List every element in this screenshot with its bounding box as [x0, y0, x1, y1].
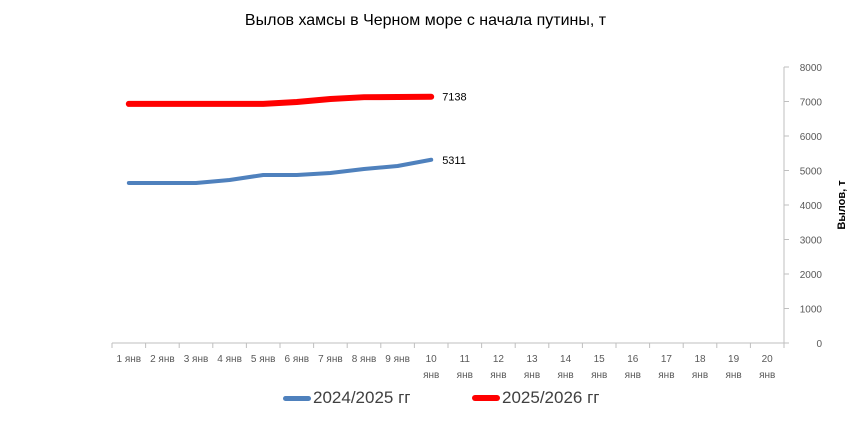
y-tick-label: 6000	[800, 132, 823, 143]
legend-item-2024-2025: 2024/2025 гг	[283, 388, 410, 408]
x-tick-label: янв	[658, 370, 674, 381]
y-tick-label: 1000	[800, 305, 823, 316]
x-tick-label: янв	[759, 370, 775, 381]
y-tick-label: 0	[816, 339, 822, 350]
legend-swatch-red	[472, 395, 500, 401]
x-tick-label: 3 янв	[184, 354, 209, 365]
series-line-1	[125, 93, 435, 107]
x-tick-label: 17	[661, 354, 673, 365]
x-tick-label: янв	[524, 370, 540, 381]
y-tick-label: 8000	[800, 63, 823, 74]
legend-item-2025-2026: 2025/2026 гг	[472, 388, 599, 408]
x-tick-label: 16	[627, 354, 639, 365]
x-tick-label: 9 янв	[385, 354, 410, 365]
x-tick-label: 4 янв	[217, 354, 242, 365]
x-tick-label: янв	[423, 370, 439, 381]
legend-swatch-blue	[283, 395, 311, 401]
x-tick-label: 2 янв	[150, 354, 175, 365]
x-tick-label: янв	[457, 370, 473, 381]
legend-label: 2024/2025 гг	[313, 388, 411, 407]
x-tick-label: 1 янв	[117, 354, 142, 365]
x-tick-label: 15	[594, 354, 606, 365]
x-tick-label: 13	[526, 354, 538, 365]
data-label: 7138	[442, 92, 466, 104]
x-tick-label: 5 янв	[251, 354, 276, 365]
x-tick-label: янв	[557, 370, 573, 381]
x-tick-label: 20	[762, 354, 774, 365]
data-label: 5311	[442, 155, 466, 167]
x-tick-label: 14	[560, 354, 572, 365]
x-tick-label: 10	[426, 354, 438, 365]
x-tick-label: янв	[692, 370, 708, 381]
x-tick-label: 18	[694, 354, 706, 365]
y-tick-label: 2000	[800, 270, 823, 281]
x-tick-label: 8 янв	[352, 354, 377, 365]
x-tick-label: 6 янв	[285, 354, 310, 365]
x-tick-label: 7 янв	[318, 354, 343, 365]
y-tick-label: 3000	[800, 236, 823, 247]
y-tick-label: 7000	[800, 98, 823, 109]
x-tick-label: 11	[460, 354, 471, 365]
x-tick-label: янв	[490, 370, 506, 381]
x-tick-label: 19	[728, 354, 740, 365]
y-tick-label: 4000	[800, 201, 823, 212]
y-tick-label: 5000	[800, 167, 823, 178]
x-tick-label: 12	[493, 354, 505, 365]
x-tick-label: янв	[591, 370, 607, 381]
x-tick-label: янв	[725, 370, 741, 381]
chart-title: Вылов хамсы в Черном море с начала путин…	[244, 12, 607, 29]
legend-label: 2025/2026 гг	[502, 388, 600, 407]
y-axis-title: Вылов, т	[836, 180, 848, 230]
x-tick-label: янв	[625, 370, 641, 381]
series-line-0	[126, 157, 434, 185]
